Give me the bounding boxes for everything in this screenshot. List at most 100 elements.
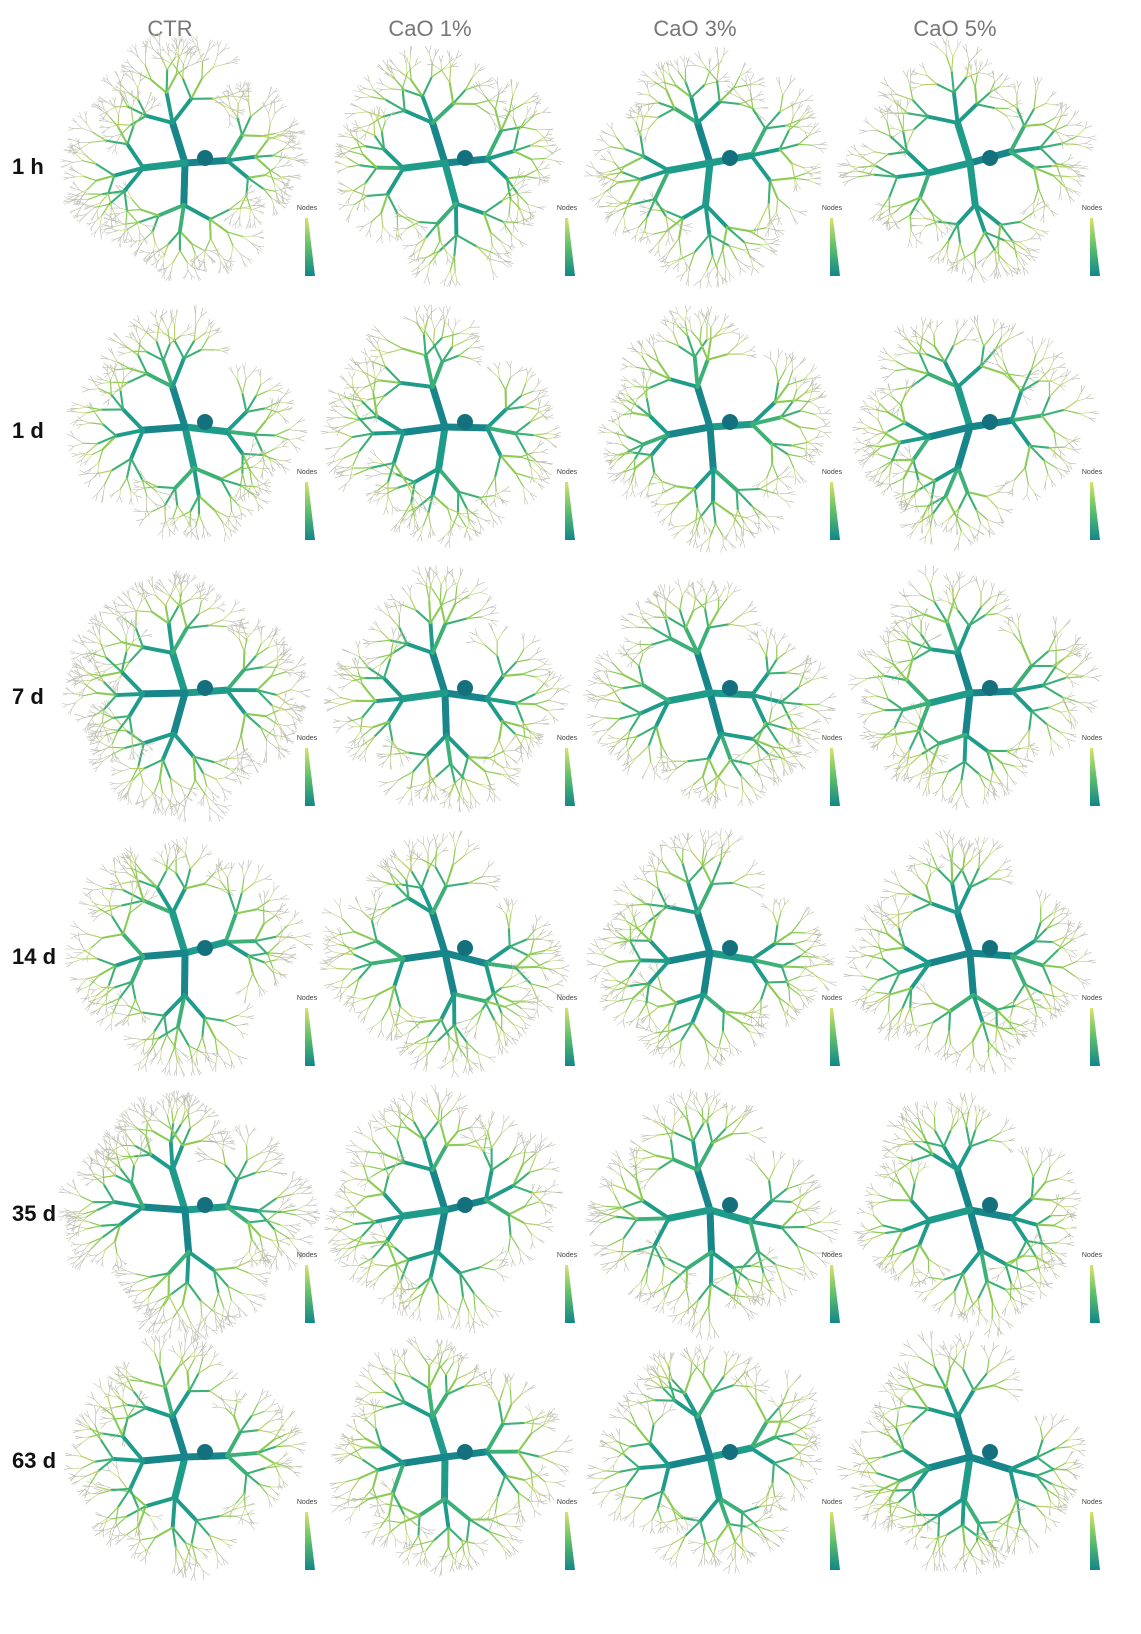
tree-branch bbox=[695, 540, 697, 547]
tree-branch bbox=[713, 256, 718, 270]
tree-branch bbox=[1034, 168, 1053, 176]
tree-branch bbox=[150, 312, 155, 317]
tree-branch bbox=[643, 111, 648, 120]
tree-branch bbox=[975, 252, 976, 267]
tree-branch bbox=[244, 370, 246, 380]
tree-branch bbox=[132, 45, 136, 50]
tree-branch bbox=[208, 255, 212, 259]
tree-branch bbox=[470, 520, 476, 523]
tree-branch bbox=[800, 411, 814, 415]
tree-branch bbox=[612, 203, 621, 204]
tree-branch bbox=[1050, 447, 1064, 448]
tree-branch bbox=[153, 55, 158, 58]
tree-branch bbox=[976, 266, 981, 275]
tree-branch bbox=[345, 205, 355, 206]
tree-branch bbox=[585, 172, 592, 176]
tree-branch bbox=[640, 135, 643, 156]
tree-branch bbox=[641, 212, 647, 215]
tree-branch bbox=[538, 207, 546, 208]
tree-branch bbox=[689, 60, 696, 66]
tree-branch bbox=[255, 156, 273, 157]
tree-branch bbox=[858, 175, 874, 177]
tree-branch bbox=[600, 191, 607, 200]
tree-branch bbox=[918, 74, 928, 76]
tree-branch bbox=[64, 178, 68, 180]
tree-branch bbox=[999, 80, 1004, 87]
tree-branch bbox=[289, 164, 293, 166]
tree-branch bbox=[85, 469, 92, 472]
tree-branch bbox=[818, 407, 821, 413]
tree-branch bbox=[1044, 203, 1045, 214]
tree-branch bbox=[545, 152, 554, 158]
tree-branch bbox=[698, 360, 708, 387]
tree-branch bbox=[439, 427, 445, 469]
tree-branch bbox=[594, 150, 601, 151]
tree-branch bbox=[700, 501, 713, 517]
tree-branch bbox=[525, 497, 528, 504]
tree-branch bbox=[650, 416, 669, 434]
tree-branch bbox=[644, 82, 647, 88]
tree-branch bbox=[433, 387, 445, 427]
tree-branch bbox=[255, 223, 256, 228]
column-header: CaO 3% bbox=[653, 16, 736, 41]
tree-branch bbox=[297, 176, 302, 178]
root-node bbox=[722, 150, 738, 166]
tree-branch bbox=[357, 107, 366, 112]
tree-branch bbox=[68, 177, 75, 178]
tree-branch bbox=[919, 473, 935, 481]
tree-branch bbox=[195, 269, 198, 276]
tree-branch bbox=[377, 89, 383, 90]
tree-branch bbox=[343, 475, 355, 476]
tree-branch bbox=[445, 540, 449, 546]
tree-branch bbox=[114, 489, 120, 494]
tree-branch bbox=[456, 281, 457, 288]
tree-branch bbox=[168, 231, 180, 244]
tree-branch bbox=[1054, 431, 1065, 438]
tree-branch bbox=[1020, 209, 1026, 214]
tree-branch bbox=[635, 103, 641, 104]
tree-branch bbox=[946, 56, 951, 71]
tree-branch bbox=[542, 449, 548, 452]
tree-branch bbox=[644, 375, 647, 385]
tree-branch bbox=[630, 491, 633, 497]
tree-branch bbox=[95, 472, 98, 478]
tree-branch bbox=[435, 49, 436, 55]
tree-branch bbox=[546, 438, 554, 439]
tree-branch bbox=[647, 76, 654, 82]
tree-branch bbox=[428, 513, 430, 524]
tree-branch bbox=[542, 388, 548, 391]
tree-branch bbox=[255, 435, 275, 436]
tree-branch bbox=[879, 356, 886, 360]
tree-branch bbox=[779, 84, 782, 95]
tree-branch bbox=[175, 316, 177, 326]
tree-branch bbox=[101, 194, 109, 203]
tree-branch bbox=[74, 438, 83, 444]
tree-branch bbox=[632, 482, 633, 491]
tree-branch bbox=[427, 305, 430, 311]
tree-branch bbox=[633, 491, 635, 497]
tree-branch bbox=[680, 56, 684, 61]
tree-branch bbox=[814, 414, 822, 419]
tree-branch bbox=[236, 521, 241, 527]
tree-branch bbox=[379, 494, 386, 500]
tree-branch bbox=[274, 105, 275, 113]
tree-branch bbox=[1025, 468, 1028, 484]
tree-branch bbox=[1081, 168, 1089, 169]
tree-branch bbox=[818, 407, 824, 408]
tree-branch bbox=[443, 306, 444, 313]
tree-branch bbox=[94, 211, 97, 217]
tree-branch bbox=[643, 94, 650, 95]
tree-branch bbox=[498, 362, 500, 368]
tree-branch bbox=[855, 450, 860, 454]
tree-branch bbox=[253, 467, 263, 469]
tree-branch bbox=[885, 389, 896, 390]
tree-branch bbox=[157, 487, 175, 488]
tree-branch bbox=[98, 472, 100, 478]
tree-branch bbox=[904, 460, 914, 478]
tree-branch bbox=[687, 306, 691, 312]
tree-branch bbox=[1066, 106, 1070, 110]
tree-branch bbox=[706, 163, 710, 205]
tree-branch bbox=[769, 204, 770, 219]
tree-branch bbox=[598, 430, 605, 433]
legend-scale bbox=[565, 482, 575, 540]
